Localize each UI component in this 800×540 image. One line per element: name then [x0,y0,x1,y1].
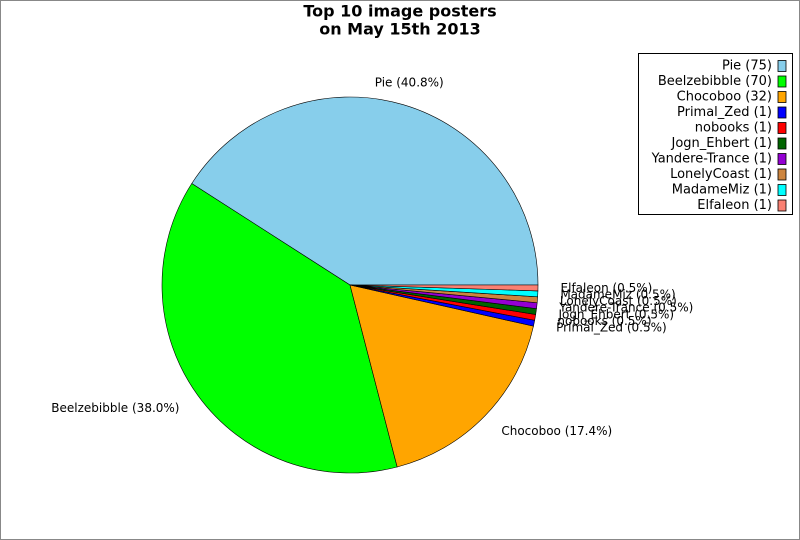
pie-slice [349,284,539,292]
slice-label: Jogn_Ehbert (0.5%) [557,307,674,321]
slice-label: Elfaleon (0.5%) [561,281,653,295]
legend-label: nobooks (1) [695,121,772,136]
slice-label: Pie (40.8%) [375,75,444,89]
slice-label: nobooks (0.5%) [557,314,651,328]
legend-box [638,53,793,215]
legend-swatch [777,122,787,134]
slice-label: Chocoboo (17.4%) [501,424,612,438]
legend-label: Chocoboo (32) [677,90,772,105]
legend-swatch [777,75,787,88]
slice-label: Yandere-Trance (0.5%) [558,301,693,315]
legend-swatch [777,168,787,181]
legend-label: Jogn_Ehbert (1) [671,136,772,151]
legend-label: LonelyCoast (1) [670,167,772,182]
legend-label: Yandere-Trance (1) [651,152,772,167]
legend-swatch [777,137,787,150]
slice-label: Beelzebibble (38.0%) [51,401,179,415]
legend-swatch [777,184,787,196]
pie-slice [191,96,539,286]
chart-title: on May 15th 2013 [319,20,481,39]
legend-swatch [777,199,787,212]
pie-slice [349,284,534,468]
slice-label: MadameMiz (0.5%) [560,287,675,301]
chart-title: Top 10 image posters [303,2,496,21]
legend-label: Beelzebibble (70) [658,74,772,89]
legend-label: Pie (75) [722,59,772,74]
legend-swatch [777,106,787,119]
legend-swatch [777,153,787,165]
legend-swatch [777,60,787,72]
legend-label: Elfaleon (1) [697,198,772,213]
legend-label: Primal_Zed (1) [677,105,772,120]
slice-label: LonelyCoast (0.5%) [560,294,677,308]
slice-label: Primal_Zed (0.5%) [556,320,667,334]
legend-label: MadameMiz (1) [672,183,772,198]
legend-swatch [777,91,787,103]
pie-slice [161,183,398,474]
